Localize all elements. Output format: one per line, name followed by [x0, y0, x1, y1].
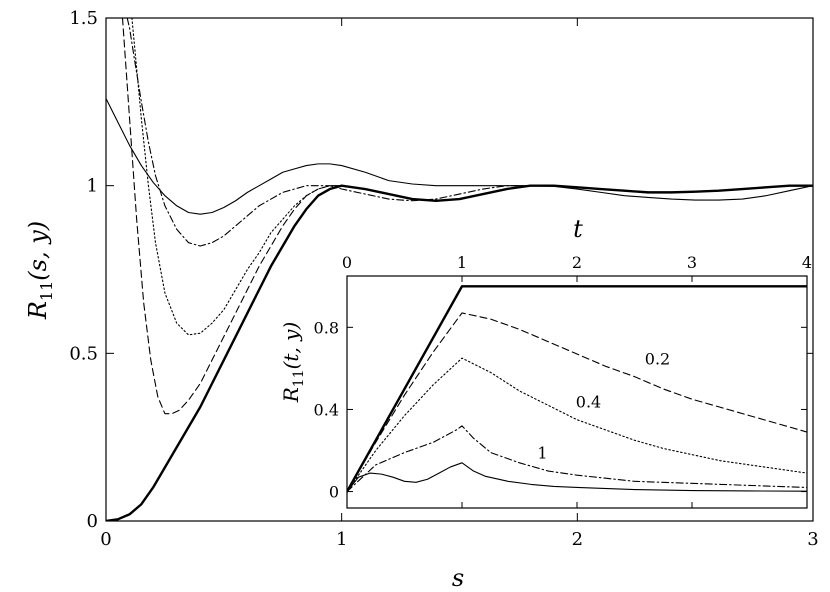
inset-y-axis-title-main: R — [279, 387, 303, 403]
main-y-tick-label: 0 — [87, 511, 98, 532]
inset-annotations: 0.2 0.4 1 — [537, 349, 670, 462]
inset-x-tick-label: 3 — [687, 253, 697, 272]
main-y-tick-label: 1 — [87, 176, 98, 197]
main-y-axis-title-args: (s, y) — [24, 221, 52, 281]
inset-plot-background — [347, 276, 807, 508]
main-series-dotted — [131, 18, 343, 336]
inset-curve-label: 0.4 — [576, 392, 601, 411]
inset-x-axis-title: t — [573, 215, 583, 243]
inset-series-group — [347, 285, 807, 493]
main-x-tick-label: 1 — [336, 529, 347, 550]
main-y-axis-title: R11(s, y) — [24, 221, 56, 320]
inset-x-tick-label: 4 — [802, 253, 812, 272]
main-y-axis-title-main: R — [24, 301, 52, 320]
main-x-tick-label: 0 — [100, 529, 111, 550]
main-x-tick-label: 2 — [572, 529, 583, 550]
main-plot-frame — [105, 17, 814, 522]
main-series-dashed — [121, 18, 343, 415]
inset-y-tick-label: 0.8 — [314, 318, 339, 337]
inset-y-tick-label: 0 — [329, 483, 339, 502]
main-series-dash-dot — [126, 18, 578, 247]
main-series-thick-solid — [106, 184, 813, 521]
inset-chart: 0 1 2 3 4 0 0.4 0.8 0.2 0.4 1 t R11(t, y) — [279, 215, 812, 509]
inset-y-tick-label: 0.4 — [314, 400, 339, 419]
main-chart: 0 1 2 300.511.5 s R11(s, y) — [24, 8, 819, 592]
inset-axis-ticks: 0 1 2 3 4 0 0.4 0.8 — [314, 253, 812, 508]
main-axis-ticks: 0 1 2 3 0 0.5 1 1.5 — [69, 8, 818, 550]
inset-curve-label: 0.2 — [645, 349, 670, 368]
inset-x-tick-label: 1 — [457, 253, 467, 272]
inset-series-thick-solid — [347, 285, 807, 493]
main-x-tick-label: 3 — [807, 529, 818, 550]
main-x-axis-title: s — [452, 564, 464, 592]
main-series-thin-solid — [106, 97, 813, 215]
main-y-axis-title-sub: 11 — [37, 281, 56, 301]
main-series-group — [106, 18, 813, 521]
inset-x-tick-label: 2 — [572, 253, 582, 272]
inset-y-axis-title-sub: 11 — [291, 369, 307, 387]
inset-series-dash-dot — [347, 425, 807, 493]
inset-curve-label: 1 — [537, 444, 547, 463]
inset-x-tick-label: 0 — [342, 253, 352, 272]
inset-series-dashed — [347, 312, 807, 493]
main-y-tick-label: 0.5 — [69, 343, 98, 364]
inset-series-thin-solid — [347, 462, 807, 493]
inset-y-axis-title-args: (t, y) — [279, 322, 303, 370]
inset-y-axis-title: R11(t, y) — [279, 322, 307, 404]
main-y-tick-label: 1.5 — [69, 8, 98, 29]
